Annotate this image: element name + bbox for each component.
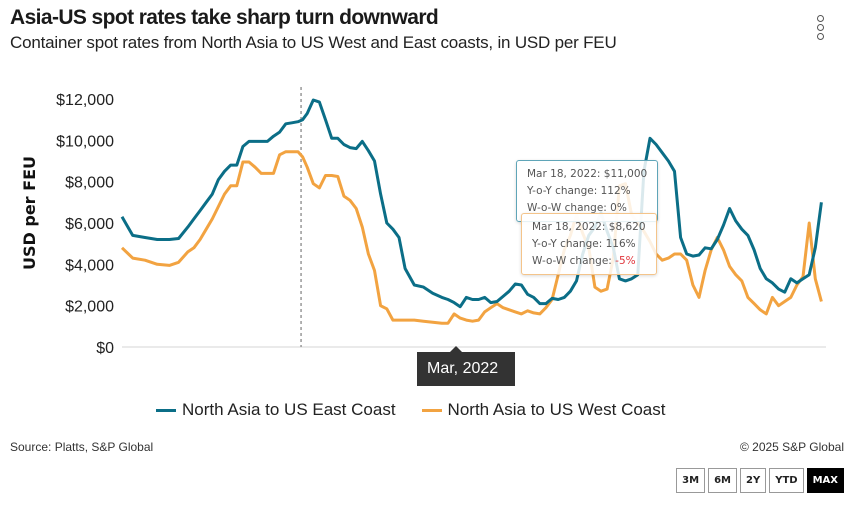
- tooltip-east-date-value: Mar 18, 2022: $11,000: [527, 168, 648, 180]
- range-button-6m[interactable]: 6M: [708, 468, 738, 493]
- y-tick-label: $0: [96, 340, 114, 357]
- legend-item-east-coast[interactable]: North Asia to US East Coast: [156, 400, 396, 420]
- line-chart[interactable]: USD per FEU $0 $2,000 $4,000 $6,000 $8,000 $1…: [0, 60, 858, 360]
- range-button-2y[interactable]: 2Y: [740, 468, 767, 493]
- chart-title: Asia-US spot rates take sharp turn downw…: [10, 6, 439, 29]
- tooltip-west-wow: W-o-W change: -5%: [532, 255, 636, 267]
- legend-swatch-east: [156, 408, 176, 412]
- legend-label-west: North Asia to US West Coast: [447, 400, 666, 419]
- tooltip-west-yoy: Y-o-Y change: 116%: [532, 238, 636, 250]
- source-note: Source: Platts, S&P Global: [10, 440, 154, 454]
- y-tick-label: $8,000: [65, 175, 114, 192]
- series-line-east-coast[interactable]: [120, 98, 823, 309]
- legend-label-east: North Asia to US East Coast: [182, 400, 396, 419]
- chart-subtitle: Container spot rates from North Asia to …: [10, 33, 617, 52]
- kebab-menu-icon[interactable]: [816, 15, 828, 43]
- y-tick-label: $2,000: [65, 299, 114, 316]
- range-button-max[interactable]: MAX: [806, 468, 844, 493]
- chart-legend: North Asia to US East Coast North Asia t…: [156, 400, 665, 420]
- range-button-3m[interactable]: 3M: [676, 468, 706, 493]
- range-selector: 3M 6M 2Y YTD MAX: [676, 468, 844, 493]
- tooltip-west-date-value: Mar 18, 2022: $8,620: [532, 221, 646, 233]
- y-tick-label: $12,000: [56, 92, 114, 109]
- y-tick-label: $10,000: [56, 133, 114, 150]
- range-button-ytd[interactable]: YTD: [769, 468, 804, 493]
- y-tick-label: $4,000: [65, 257, 114, 274]
- tooltip-east-coast: Mar 18, 2022: $11,000 Y-o-Y change: 112%…: [516, 160, 659, 222]
- tooltip-east-wow: W-o-W change: 0%: [527, 202, 627, 214]
- series-line-west-coast[interactable]: [120, 150, 823, 325]
- y-axis-title: USD per FEU: [20, 156, 39, 270]
- legend-swatch-west: [421, 408, 442, 412]
- tooltip-east-yoy: Y-o-Y change: 112%: [527, 185, 631, 197]
- x-axis-hover-label: Mar, 2022: [417, 346, 515, 386]
- tooltip-west-coast: Mar 18, 2022: $8,620 Y-o-Y change: 116% …: [521, 213, 657, 275]
- copyright-note: © 2025 S&P Global: [739, 440, 844, 454]
- y-tick-label: $6,000: [65, 216, 114, 233]
- legend-item-west-coast[interactable]: North Asia to US West Coast: [421, 400, 666, 420]
